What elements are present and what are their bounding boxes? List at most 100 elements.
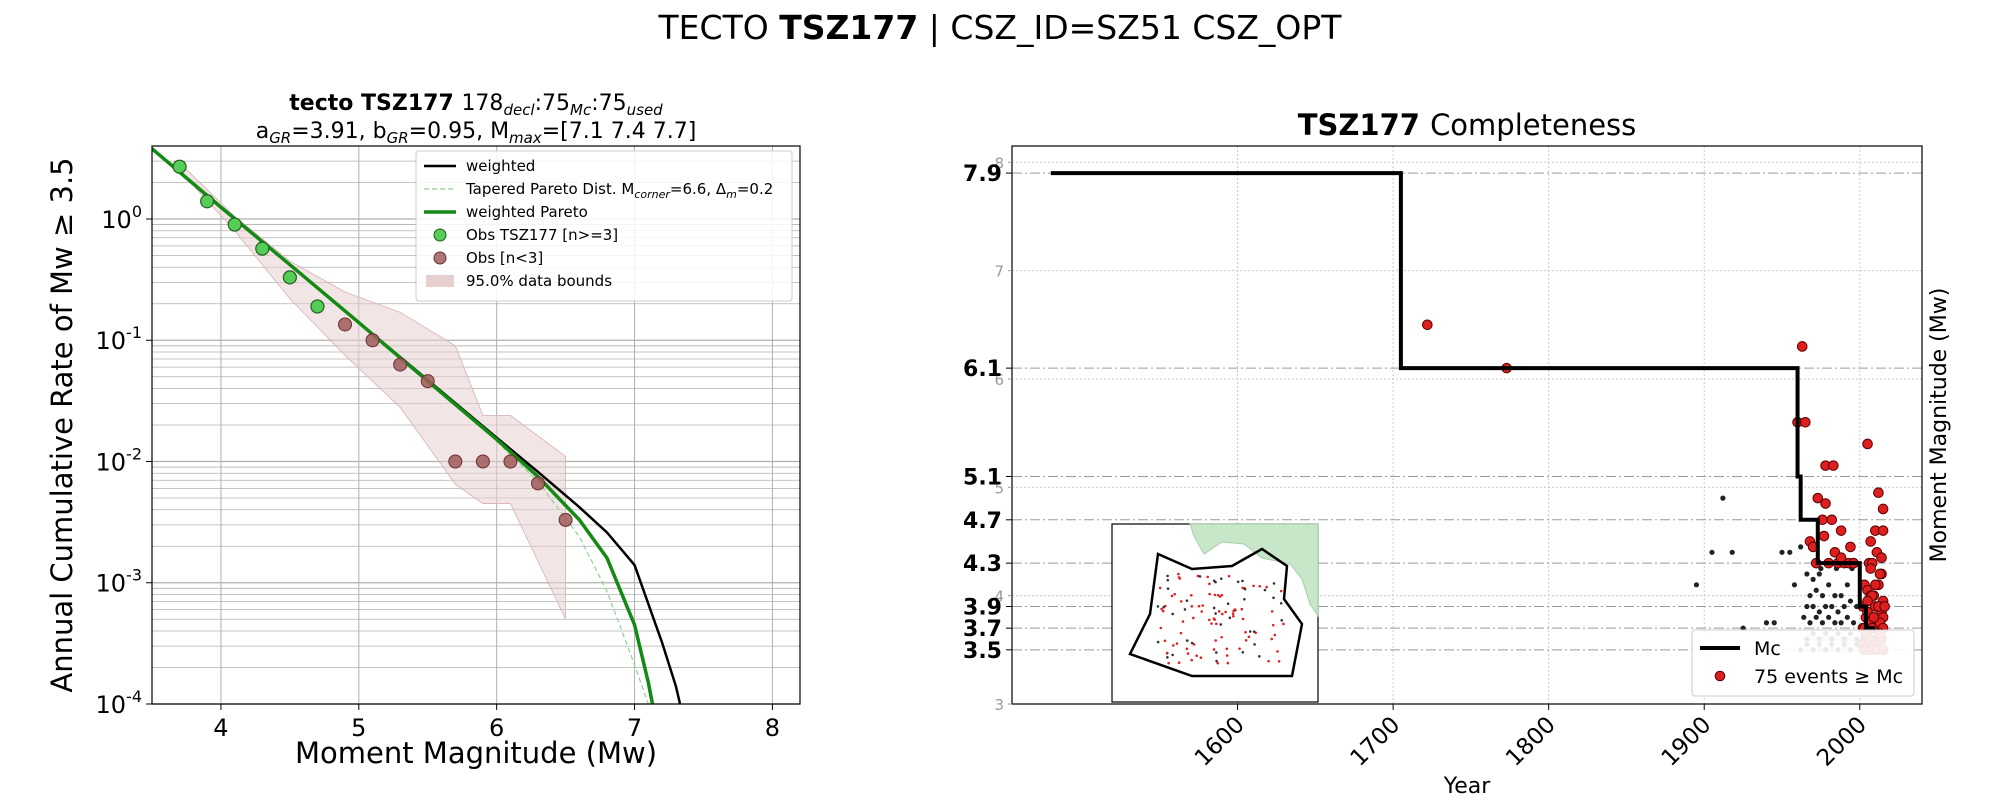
y-tick-label: 10-4	[96, 687, 143, 719]
inset-event-dot	[1166, 574, 1169, 578]
inset-event-dot	[1231, 612, 1235, 616]
below-mc-event-point	[1709, 549, 1715, 555]
inset-event-dot	[1267, 659, 1270, 663]
y-minor-tick-label: 4	[994, 588, 1004, 606]
inset-event-dot	[1185, 599, 1189, 602]
inset-event-dot	[1171, 644, 1175, 647]
event-ge-mc-point	[1422, 319, 1433, 331]
x-tick-label: 2000	[1812, 712, 1872, 772]
inset-event-dot	[1190, 658, 1193, 662]
inset-event-dot	[1158, 586, 1162, 590]
sub-m-idx: max	[509, 129, 542, 147]
event-ge-mc-point	[1835, 525, 1847, 536]
left-title-sub-decl: decl	[503, 101, 535, 119]
x-axis-label: Moment Magnitude (Mw)	[295, 736, 657, 770]
right-title-rest: Completeness	[1430, 108, 1636, 142]
obs-lt3-point	[531, 476, 546, 491]
below-mc-event-point	[1787, 549, 1793, 555]
event-ge-mc-point	[1818, 530, 1830, 542]
inset-event-dot	[1252, 584, 1255, 588]
figure-title-prefix: TECTO	[658, 8, 769, 47]
y-minor-tick-label: 3	[994, 696, 1004, 714]
obs-lt3-point	[420, 374, 435, 389]
obs-lt3-point	[503, 454, 518, 469]
inset-event-dot	[1190, 605, 1194, 608]
inset-land	[1189, 523, 1319, 618]
event-ge-mc-point	[1865, 536, 1876, 547]
y-tick-label: 10-1	[96, 323, 143, 355]
inset-event-dot	[1215, 659, 1218, 663]
inset-event-dot	[1226, 661, 1230, 665]
inset-event-dot	[1177, 661, 1181, 665]
inset-event-dot	[1185, 647, 1189, 651]
below-mc-event-point	[1729, 549, 1735, 555]
sub-b: b	[373, 119, 387, 144]
inset-event-dot	[1213, 593, 1217, 597]
inset-event-dot	[1177, 572, 1180, 576]
legend-label: weighted Pareto	[466, 203, 588, 221]
inset-event-dot	[1173, 592, 1176, 596]
x-tick-label: 7	[627, 714, 642, 742]
below-mc-event-point	[1819, 593, 1826, 599]
inset-event-dot	[1270, 637, 1274, 641]
below-mc-event-point	[1740, 625, 1746, 631]
obs-lt3-point	[365, 333, 380, 348]
left-title-sub-used: used	[627, 101, 664, 119]
mc-level-label: 3.7	[963, 617, 1002, 642]
legend-label: Obs TSZ177 [n>=3]	[466, 226, 618, 244]
below-mc-event-point	[1807, 593, 1813, 599]
event-ge-mc-point	[1876, 552, 1887, 564]
left-title-sub-mc: Mc	[570, 101, 592, 119]
event-ge-mc-point	[1865, 563, 1876, 574]
below-mc-event-point	[1844, 614, 1850, 620]
below-mc-event-point	[1838, 593, 1844, 599]
obs-lt3-point	[448, 454, 463, 469]
inset-event-dot	[1241, 586, 1244, 590]
y-minor-tick-label: 6	[994, 371, 1004, 389]
inset-event-dot	[1272, 596, 1275, 600]
inset-event-dot	[1243, 587, 1247, 591]
below-mc-event-point	[1763, 620, 1770, 626]
inset-event-dot	[1215, 622, 1218, 626]
below-mc-event-point	[1835, 609, 1841, 615]
inset-event-dot	[1192, 616, 1195, 620]
below-mc-event-point	[1693, 582, 1700, 588]
below-mc-event-point	[1826, 614, 1832, 620]
y-tick-label: 10-3	[96, 566, 143, 598]
x-tick-label: 1800	[1501, 712, 1561, 772]
legend-swatch-green-circle	[433, 228, 447, 242]
obs-ge3-point	[255, 241, 270, 256]
inset-event-dot	[1177, 576, 1181, 579]
inset-event-dot	[1238, 647, 1241, 650]
event-ge-mc-point	[1877, 525, 1889, 536]
below-mc-event-point	[1832, 593, 1838, 599]
obs-lt3-point	[558, 512, 573, 527]
left-legend-box	[415, 150, 793, 302]
inset-event-dot	[1171, 612, 1174, 616]
inset-event-dot	[1170, 594, 1174, 598]
legend-label-part: =0.2	[737, 180, 773, 198]
x-tick-label: 1700	[1346, 712, 1406, 772]
x-tick-label: 1900	[1657, 712, 1717, 772]
inset-event-dot	[1244, 630, 1247, 634]
left-title-used-count: :75	[591, 91, 626, 116]
inset-event-dot	[1190, 641, 1194, 645]
below-mc-event-point	[1810, 576, 1816, 582]
below-mc-event-point	[1801, 614, 1807, 620]
inset-event-dot	[1225, 647, 1229, 651]
sub-m: M	[490, 119, 509, 144]
inset-event-dot	[1220, 635, 1223, 639]
inset-event-dot	[1183, 608, 1187, 611]
inset-event-dot	[1181, 620, 1185, 623]
event-ge-mc-point	[1845, 541, 1856, 553]
event-ge-mc-point	[1879, 601, 1890, 612]
inset-event-dot	[1220, 593, 1224, 597]
below-mc-event-point	[1847, 598, 1854, 604]
inset-event-dot	[1236, 580, 1240, 584]
figure-title-bold: TSZ177	[779, 8, 919, 47]
sub-a-val: =3.91,	[291, 119, 372, 144]
below-mc-event-point	[1810, 603, 1816, 610]
left-title-bold: tecto TSZ177	[289, 91, 461, 116]
inset-zone-outline	[1128, 547, 1304, 678]
obs-lt3-point	[393, 357, 408, 372]
